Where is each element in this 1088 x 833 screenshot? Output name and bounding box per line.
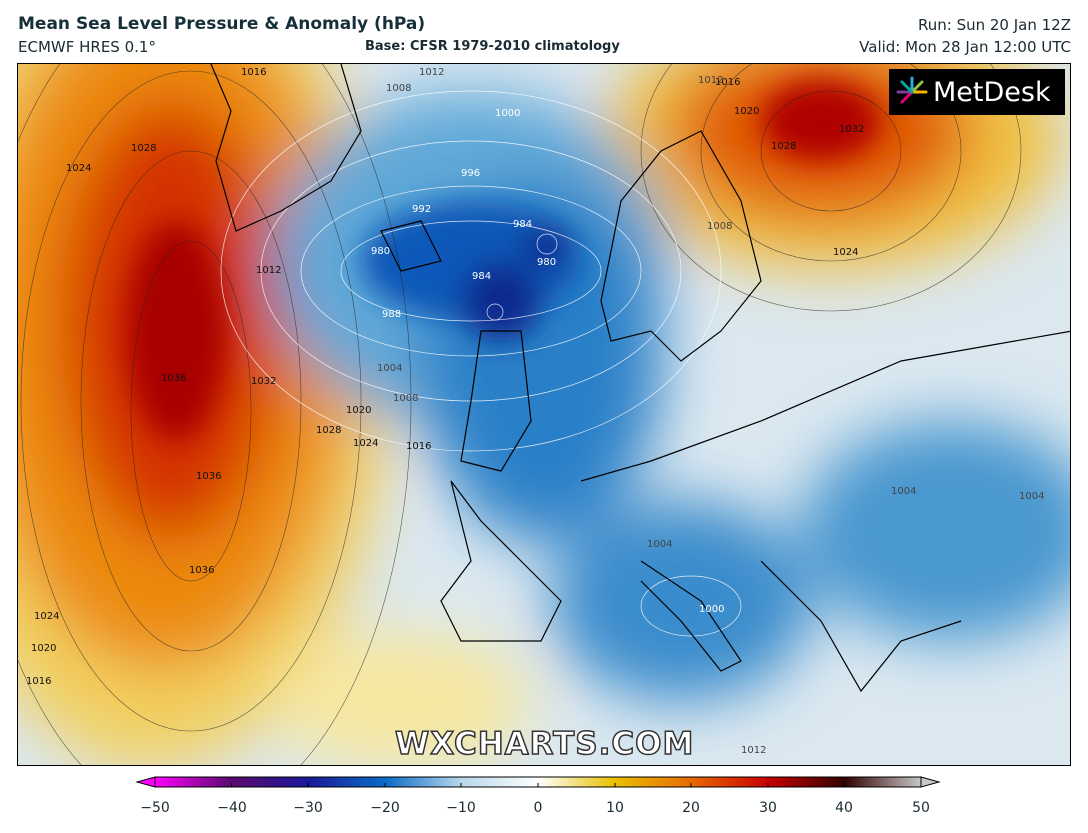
logo-text: MetDesk: [933, 76, 1051, 108]
isobar-label: 1024: [833, 247, 858, 258]
climatology-base: Base: CFSR 1979-2010 climatology: [365, 39, 620, 54]
isobar-label: 1016: [26, 676, 51, 687]
colorbar-tick: −50: [140, 800, 170, 816]
isobar-label: 1016: [715, 77, 740, 88]
isobar-label: 1012: [698, 75, 723, 86]
valid-time: Valid: Mon 28 Jan 12:00 UTC: [859, 38, 1071, 56]
isobar-label: 1008: [707, 221, 732, 232]
isobar-label: 992: [412, 204, 431, 215]
colorbar-tick: 0: [533, 800, 543, 816]
colorbar: [135, 776, 941, 788]
colorbar-tick: 10: [606, 800, 624, 816]
colorbar-tick: 40: [835, 800, 853, 816]
isobar-label: 1020: [31, 643, 56, 654]
colorbar-tick: −20: [370, 800, 400, 816]
isobar-label: 1004: [1019, 491, 1044, 502]
isobar-label: 1000: [495, 108, 520, 119]
colorbar-tick: 20: [682, 800, 700, 816]
isobar-label: 1020: [346, 405, 371, 416]
colorbar-tick: −30: [293, 800, 323, 816]
isobar-label: 1024: [353, 438, 378, 449]
isobar-label: 1028: [131, 143, 156, 154]
run-time: Run: Sun 20 Jan 12Z: [918, 16, 1071, 34]
isobar-label: 1016: [406, 441, 431, 452]
isobar-label: 1008: [386, 83, 411, 94]
contour-labels: 1016 1028 1024 1012 1036 1032 1028 1020 …: [26, 67, 1044, 756]
colorbar-min-arrow: [135, 776, 156, 788]
isobar-label: 1008: [393, 393, 418, 404]
isobar-label: 996: [461, 168, 480, 179]
isobar-label: 980: [371, 246, 390, 257]
map-canvas: 1016 1028 1024 1012 1036 1032 1028 1020 …: [18, 64, 1070, 765]
pressure-anomaly-map: 1016 1028 1024 1012 1036 1032 1028 1020 …: [17, 63, 1071, 766]
colorbar-tick: 30: [759, 800, 777, 816]
isobar-label: 984: [472, 271, 491, 282]
isobar-label: 1032: [251, 376, 276, 387]
isobar-label: 1036: [189, 565, 214, 576]
isobar-label: 988: [382, 309, 401, 320]
isobar-label: 1004: [647, 539, 672, 550]
isobar-label: 1024: [66, 163, 91, 174]
isobar-label: 1000: [699, 604, 724, 615]
chart-title: Mean Sea Level Pressure & Anomaly (hPa): [18, 14, 426, 34]
isobars-high: [18, 64, 1022, 765]
isobar-label: 1012: [256, 265, 281, 276]
colorbar-tick: −10: [446, 800, 476, 816]
watermark: WXCHARTS.COM: [394, 725, 695, 763]
isobar-label: 1028: [316, 425, 341, 436]
isobar-label: 1012: [419, 67, 444, 78]
coastlines: [210, 64, 1070, 693]
isobar-label: 1028: [771, 141, 796, 152]
colorbar-tick: 50: [912, 800, 930, 816]
isobar-label: 1004: [377, 363, 402, 374]
metdesk-logo: MetDesk: [889, 69, 1065, 115]
isobar-label: 1004: [891, 486, 916, 497]
isobar-label: 1036: [196, 471, 221, 482]
colorbar-tick: −40: [217, 800, 247, 816]
isobar-label: 980: [537, 257, 556, 268]
isobar-label: 1016: [241, 67, 266, 78]
model-name: ECMWF HRES 0.1°: [18, 38, 156, 56]
isobar-label: 1012: [741, 745, 766, 756]
isobar-label: 1020: [734, 106, 759, 117]
isobar-label: 984: [513, 219, 532, 230]
isobar-label: 1032: [839, 124, 864, 135]
isobar-label: 1024: [34, 611, 59, 622]
isobar-label: 1036: [161, 373, 186, 384]
pinwheel-icon: [896, 76, 928, 104]
colorbar-max-arrow: [920, 776, 941, 788]
